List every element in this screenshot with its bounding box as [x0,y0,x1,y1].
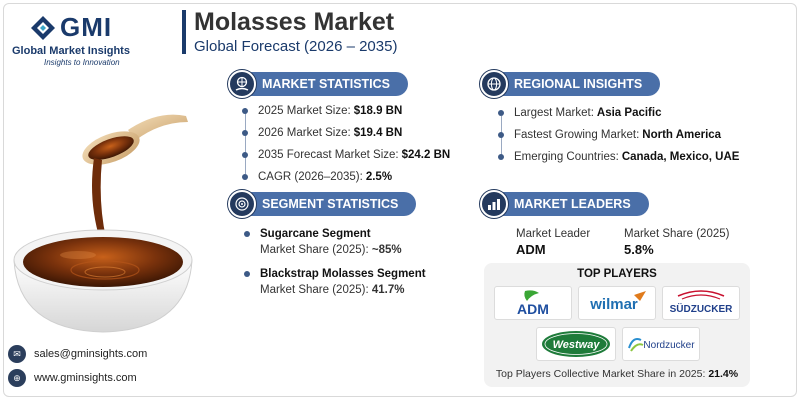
stat-value: 2.5% [366,171,392,183]
westway-logo-text: Westway [553,339,601,351]
regional-insights-header: REGIONAL INSIGHTS [480,71,660,97]
chart-bars-icon [480,190,508,218]
bullet-dot [244,231,250,237]
logo-text: GMI [60,12,112,43]
segment-statistics-header: SEGMENT STATISTICS [228,191,416,217]
adm-logo-text: ADM [517,301,549,317]
email-text: sales@gminsights.com [34,348,147,360]
segment-label: Market Share (2025): [260,284,369,296]
globe-icon: ⊕ [8,369,26,387]
stat-value: $19.4 BN [354,127,403,139]
segment-label: Market Share (2025): [260,244,369,256]
envelope-icon: ✉ [8,345,26,363]
stat-item: 2035 Forecast Market Size: $24.2 BN [240,144,450,166]
molasses-bowl-illustration [8,110,198,338]
leader-label: Market Leader [516,228,590,240]
share-label: Market Share (2025) [624,228,729,240]
regional-insights-list: Largest Market: Asia Pacific Fastest Grow… [496,102,739,168]
stat-value: $18.9 BN [354,105,403,117]
stat-label: 2026 Market Size: [258,127,351,139]
region-value: Canada, Mexico, UAE [622,151,740,163]
stat-item: CAGR (2026–2035): 2.5% [240,166,450,188]
sudzucker-logo[interactable]: SÜDZUCKER [662,286,740,320]
leader-value: ADM [516,242,590,257]
bullet-dot [498,110,504,116]
website-text: www.gminsights.com [34,372,137,384]
market-leader-block: Market Leader ADM [516,228,590,257]
segment-name: Blackstrap Molasses Segment [260,268,426,280]
region-value: Asia Pacific [597,107,662,119]
collective-share-label: Top Players Collective Market Share in 2… [496,368,706,380]
adm-logo-mark: ADM [503,289,563,317]
bullet-dot [498,154,504,160]
bullet-dot [498,132,504,138]
segment-name: Sugarcane Segment [260,228,371,240]
bullet-dot [242,108,248,114]
segment-item: Blackstrap Molasses Segment Market Share… [244,266,426,298]
target-icon [228,190,256,218]
market-leaders-heading: MARKET LEADERS [500,192,649,216]
globe-hand-icon [228,70,256,98]
westway-logo-mark: Westway [540,329,612,359]
market-share-block: Market Share (2025) 5.8% [624,228,729,257]
stat-label: 2035 Forecast Market Size: [258,149,399,161]
bullet-dot [242,174,248,180]
segment-value: ~85% [372,244,402,256]
segment-statistics-heading: SEGMENT STATISTICS [248,192,416,216]
regional-insights-heading: REGIONAL INSIGHTS [500,72,660,96]
nordzucker-logo[interactable]: Nordzucker [622,327,700,361]
stat-item: 2025 Market Size: $18.9 BN [240,100,450,122]
market-leaders-header: MARKET LEADERS [480,191,649,217]
region-label: Largest Market: [514,107,594,119]
region-item: Largest Market: Asia Pacific [496,102,739,124]
brand-logo[interactable]: GMI Global Market Insights Insights to I… [12,12,172,76]
top-players-footer: Top Players Collective Market Share in 2… [484,368,750,380]
region-label: Emerging Countries: [514,151,619,163]
region-item: Emerging Countries: Canada, Mexico, UAE [496,146,739,168]
market-statistics-header: MARKET STATISTICS [228,71,408,97]
region-label: Fastest Growing Market: [514,129,639,141]
stat-value: $24.2 BN [402,149,451,161]
wilmar-logo[interactable]: wilmar [578,286,656,320]
brand-tagline: Insights to Innovation [44,58,172,67]
page-subtitle: Global Forecast (2026 – 2035) [194,38,397,55]
stat-label: 2025 Market Size: [258,105,351,117]
brand-name: Global Market Insights [12,45,172,57]
page-title: Molasses Market [194,8,394,37]
sudzucker-logo-text: SÜDZUCKER [670,302,734,315]
nordzucker-logo-text: Nordzucker [643,340,695,351]
contact-email[interactable]: ✉ sales@gminsights.com [8,344,208,364]
contact-website[interactable]: ⊕ www.gminsights.com [8,368,208,388]
bullet-dot [242,130,248,136]
top-players-heading: TOP PLAYERS [484,268,750,280]
sudzucker-logo-mark: SÜDZUCKER [664,288,738,318]
region-item: Fastest Growing Market: North America [496,124,739,146]
top-players-panel: TOP PLAYERS ADM wilmar SÜDZUCKER Westway [484,263,750,387]
westway-logo[interactable]: Westway [536,327,616,361]
title-accent-bar [182,10,186,54]
globe-icon [480,70,508,98]
segment-item: Sugarcane Segment Market Share (2025): ~… [244,226,402,258]
segment-value: 41.7% [372,284,405,296]
stat-item: 2026 Market Size: $19.4 BN [240,122,450,144]
collective-share-value: 21.4% [708,368,738,380]
bullet-dot [244,271,250,277]
share-value: 5.8% [624,242,729,257]
market-statistics-list: 2025 Market Size: $18.9 BN 2026 Market Si… [240,100,450,188]
market-statistics-heading: MARKET STATISTICS [248,72,408,96]
gmi-logo-icon [30,15,56,41]
wilmar-logo-text: wilmar [589,296,638,313]
nordzucker-logo-mark: Nordzucker [625,330,697,358]
bullet-dot [242,152,248,158]
adm-logo[interactable]: ADM [494,286,572,320]
wilmar-logo-mark: wilmar [582,289,652,317]
region-value: North America [642,129,721,141]
stat-label: CAGR (2026–2035): [258,171,363,183]
